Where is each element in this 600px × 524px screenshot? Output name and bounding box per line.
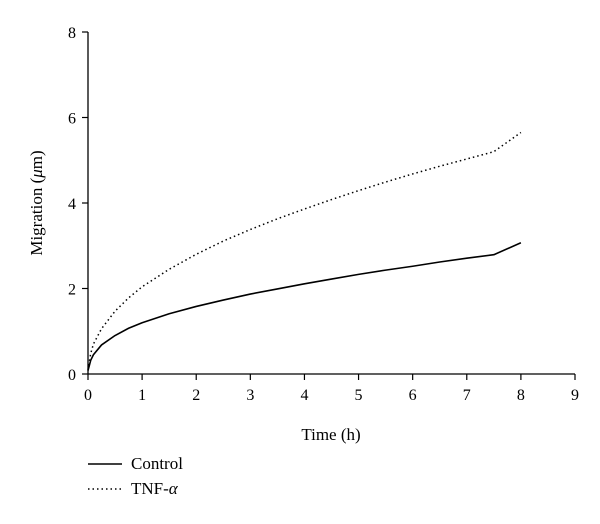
x-tick-label-6: 6	[409, 387, 417, 404]
legend-label-tnf-alpha: α	[169, 479, 179, 498]
series-line-control	[87, 242, 522, 371]
series-line-tnf-alpha	[87, 131, 522, 370]
y-axis-label: Migration (μm)	[27, 150, 46, 255]
chart-series	[87, 131, 522, 371]
y-axis-label-mu: μ	[27, 169, 46, 179]
x-tick-label-5: 5	[355, 387, 363, 404]
x-tick-label-1: 1	[138, 387, 146, 404]
y-tick-label-3: 6	[68, 111, 76, 128]
y-tick-label-4: 8	[68, 25, 76, 42]
x-tick-label-7: 7	[463, 387, 471, 404]
y-tick-label-1: 2	[68, 282, 76, 299]
legend-label-control: Control	[131, 454, 183, 473]
x-axis-label: Time (h)	[301, 425, 360, 444]
x-tick-label-9: 9	[571, 387, 579, 404]
x-tick-label-0: 0	[84, 387, 92, 404]
x-tick-label-3: 3	[246, 387, 254, 404]
chart-axes	[87, 32, 575, 375]
y-tick-label-0: 0	[68, 367, 76, 384]
x-tick-label-8: 8	[517, 387, 525, 404]
y-axis-label-tail: m)	[27, 150, 46, 169]
legend-label-tnf-main: TNF-	[131, 479, 169, 498]
y-axis-label-main: Migration (	[27, 177, 46, 255]
y-tick-label-2: 4	[68, 196, 76, 213]
legend: Control TNF-α	[88, 454, 183, 498]
chart-ticks: 0 1 2 3 4 5 6 7 8 9 0 2 4 6 8	[68, 25, 579, 404]
legend-label-tnf: TNF-α	[131, 479, 179, 498]
x-tick-label-2: 2	[192, 387, 200, 404]
x-tick-label-4: 4	[300, 387, 308, 404]
